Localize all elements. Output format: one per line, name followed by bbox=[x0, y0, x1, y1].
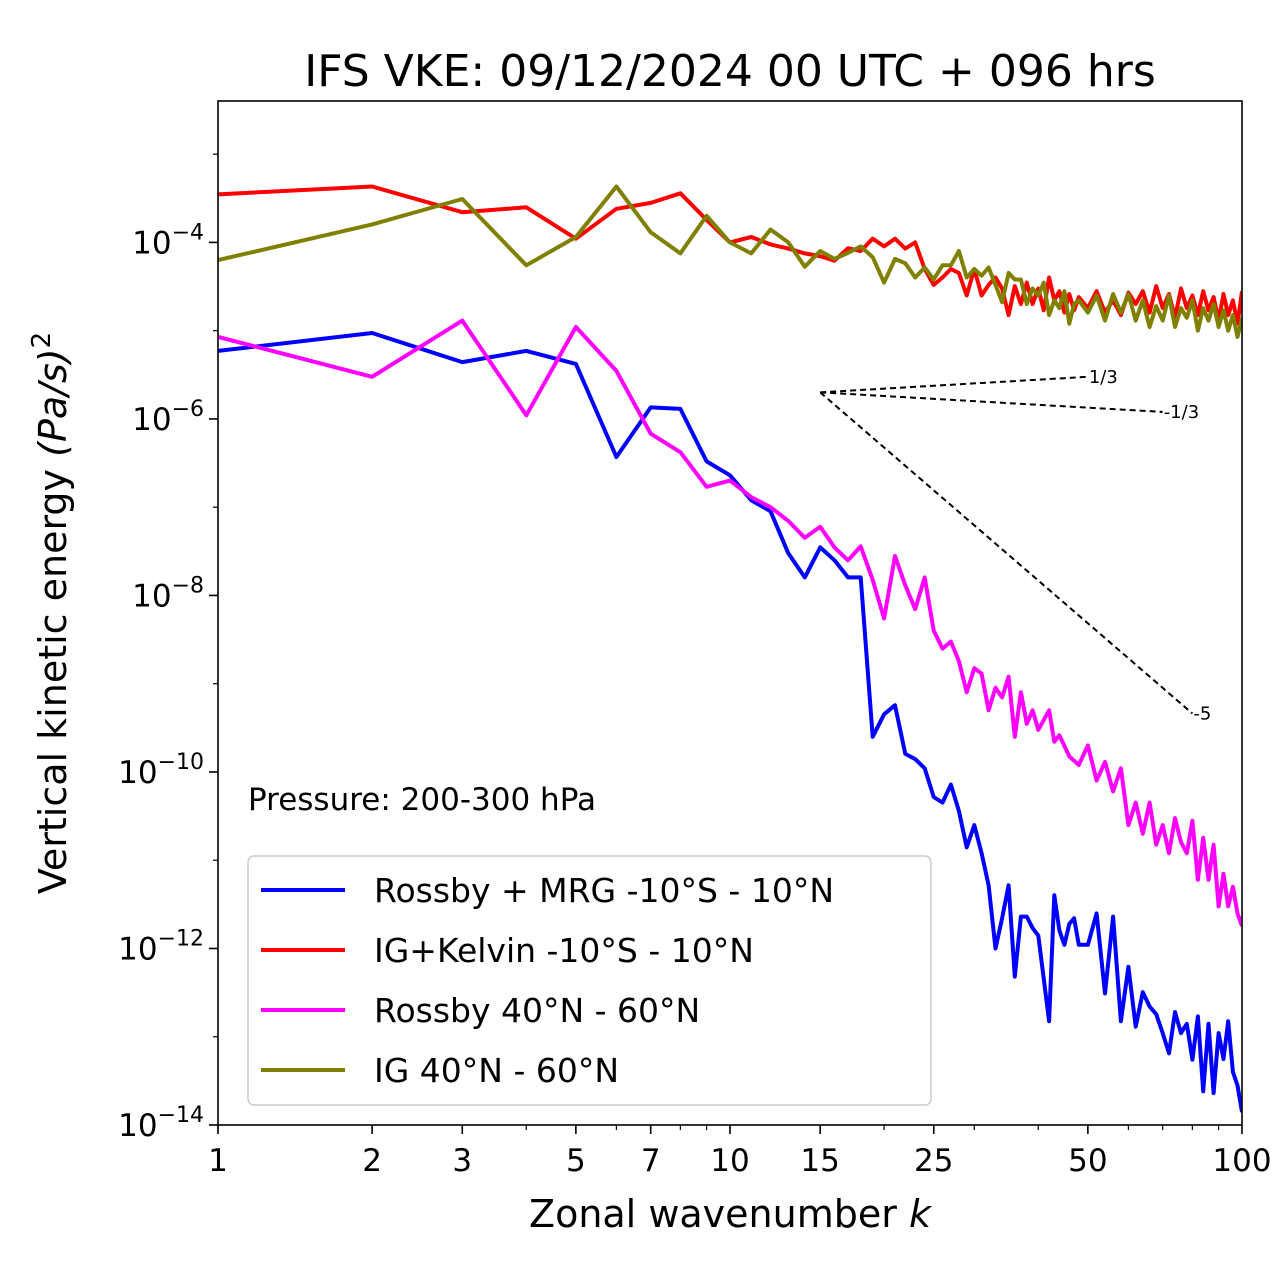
x-axis-label-var: k bbox=[909, 1192, 933, 1236]
y-tick-label: 10−4 bbox=[132, 220, 204, 261]
y-axis-label-exp: 2 bbox=[27, 332, 57, 349]
x-axis-label-text: Zonal wavenumber bbox=[529, 1192, 897, 1236]
x-tick-label: 3 bbox=[452, 1143, 472, 1179]
series-line-3 bbox=[218, 318, 1242, 927]
series-line-1 bbox=[218, 331, 1242, 1113]
x-tick-label: 1 bbox=[208, 1143, 228, 1179]
y-tick-label: 10−6 bbox=[132, 397, 204, 438]
pressure-annotation: Pressure: 200-300 hPa bbox=[248, 782, 596, 818]
y-tick-label: 10−10 bbox=[118, 750, 204, 791]
reference-line-2 bbox=[820, 391, 1163, 413]
reference-lines: 1/3 -1/3 -5 bbox=[819, 367, 1211, 724]
legend-label-3: Rossby 40°N - 60°N bbox=[374, 991, 700, 1030]
legend: Rossby + MRG -10°S - 10°N IG+Kelvin -10°S… bbox=[247, 855, 932, 1106]
reference-line-label-3: -5 bbox=[1193, 703, 1211, 724]
x-tick-label: 25 bbox=[914, 1143, 953, 1179]
y-axis-label-unit: (Pa/s) bbox=[31, 348, 75, 456]
legend-label-2: IG+Kelvin -10°S - 10°N bbox=[374, 931, 754, 970]
x-tick-label: 50 bbox=[1068, 1143, 1107, 1179]
x-axis-label: Zonal wavenumber k bbox=[529, 1192, 933, 1236]
chart-title: IFS VKE: 09/12/2024 00 UTC + 096 hrs bbox=[304, 46, 1156, 97]
x-tick-label: 7 bbox=[641, 1143, 661, 1179]
legend-label-1: Rossby + MRG -10°S - 10°N bbox=[374, 871, 834, 910]
series-layer bbox=[218, 184, 1242, 1113]
x-tick-label: 100 bbox=[1212, 1143, 1271, 1179]
x-tick-label: 15 bbox=[800, 1143, 839, 1179]
legend-label-4: IG 40°N - 60°N bbox=[374, 1051, 619, 1090]
y-axis-label-text: Vertical kinetic energy bbox=[31, 469, 75, 894]
y-axis-label: Vertical kinetic energy (Pa/s)2 bbox=[27, 332, 75, 894]
reference-line-3 bbox=[819, 391, 1194, 715]
series-line-4 bbox=[218, 184, 1242, 339]
series-line-2 bbox=[218, 184, 1242, 326]
reference-line-label-1: 1/3 bbox=[1089, 367, 1118, 388]
x-tick-label: 5 bbox=[566, 1143, 586, 1179]
y-tick-label: 10−8 bbox=[132, 573, 204, 614]
x-tick-label: 10 bbox=[710, 1143, 749, 1179]
x-axis-ticks: 1 2 3 5 7 10 15 25 50 100 bbox=[208, 1125, 1272, 1179]
y-tick-label: 10−14 bbox=[118, 1103, 204, 1144]
y-tick-label: 10−12 bbox=[118, 926, 204, 967]
y-axis-ticks: 10−4 10−6 10−8 10−10 10−12 10−14 bbox=[118, 153, 218, 1144]
legend-box bbox=[247, 855, 932, 1106]
reference-line-1 bbox=[820, 375, 1088, 394]
reference-line-label-2: -1/3 bbox=[1164, 402, 1199, 423]
x-tick-label: 2 bbox=[362, 1143, 382, 1179]
